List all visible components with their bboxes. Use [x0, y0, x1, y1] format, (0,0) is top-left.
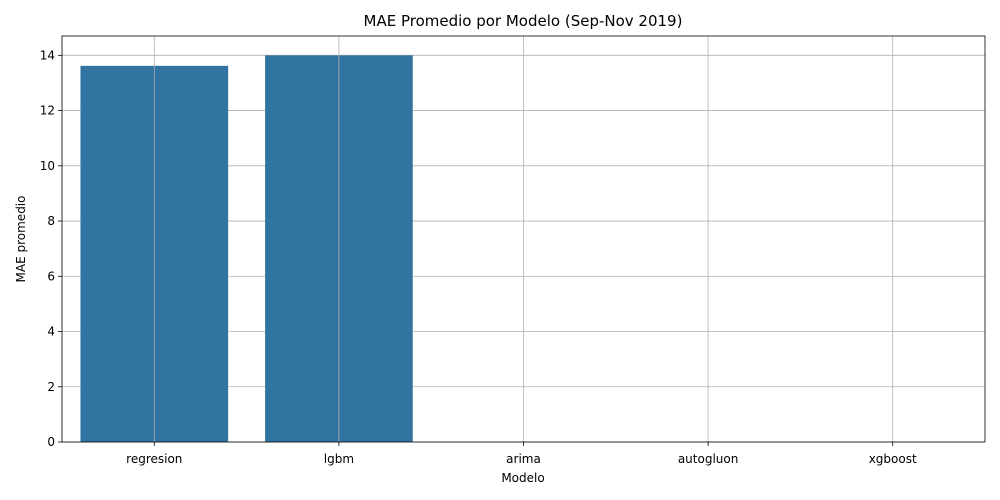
y-tick-label: 6	[47, 269, 55, 283]
x-tick-label-xgboost: xgboost	[869, 452, 917, 466]
y-tick-label: 14	[40, 48, 55, 62]
x-tick-label-arima: arima	[506, 452, 541, 466]
y-tick-label: 8	[47, 214, 55, 228]
x-grid	[153, 36, 894, 442]
y-axis-label: MAE promedio	[14, 196, 28, 283]
y-tick-label: 4	[47, 325, 55, 339]
x-axis-label: Modelo	[501, 471, 544, 485]
x-tick-label-regresion: regresion	[126, 452, 182, 466]
y-tick-label: 2	[47, 380, 55, 394]
bars	[80, 55, 413, 442]
y-axis-ticks: 0 2 4 6 8 10 12 14	[40, 48, 62, 449]
y-tick-label: 10	[40, 159, 55, 173]
x-axis-ticks: regresion lgbm arima autogluon xgboost	[126, 442, 917, 466]
y-tick-label: 0	[47, 435, 55, 449]
y-tick-label: 12	[40, 104, 55, 118]
x-tick-label-lgbm: lgbm	[324, 452, 354, 466]
x-tick-label-autogluon: autogluon	[678, 452, 739, 466]
chart-title: MAE Promedio por Modelo (Sep-Nov 2019)	[364, 12, 683, 30]
